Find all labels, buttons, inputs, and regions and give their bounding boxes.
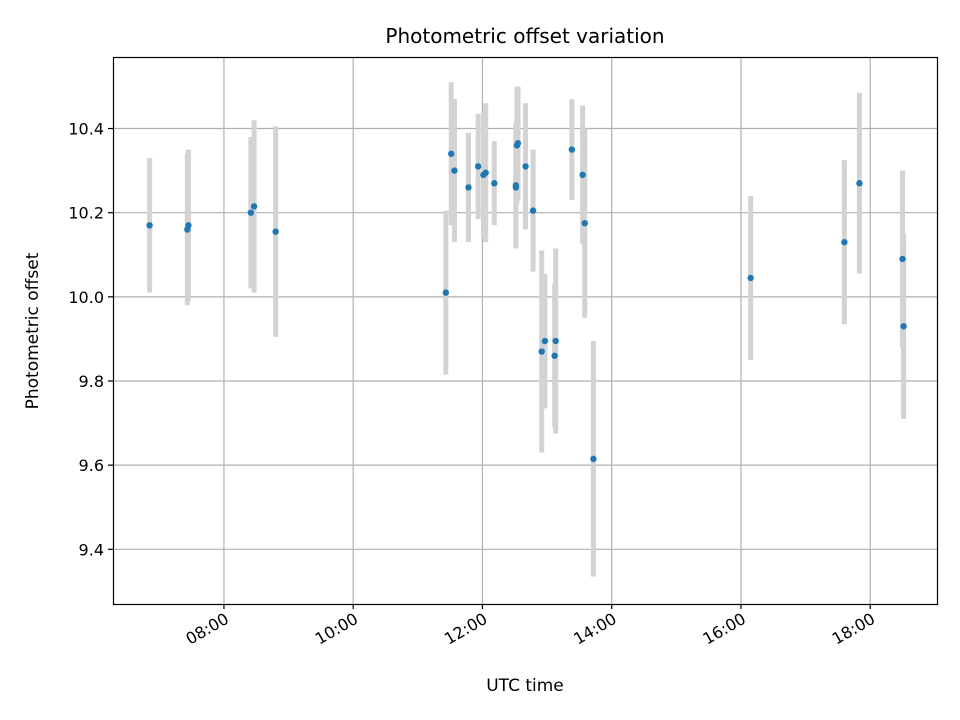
chart-title: Photometric offset variation	[385, 24, 664, 48]
y-tick-label: 10.4	[68, 120, 104, 139]
data-point	[541, 337, 549, 345]
y-axis-title: Photometric offset	[23, 252, 43, 409]
data-point	[856, 180, 863, 187]
data-point	[514, 140, 522, 147]
data-point	[900, 323, 907, 330]
y-tick-label: 9.8	[79, 372, 104, 391]
data-point	[247, 209, 255, 216]
data-point	[522, 163, 529, 170]
data-point	[747, 274, 754, 282]
y-tick-label: 9.6	[79, 456, 104, 475]
data-point	[272, 228, 279, 235]
data-point	[448, 150, 455, 157]
y-tick-layer: 9.4 9.6 9.8 10.0 10.2 10.4	[68, 120, 113, 559]
data-point	[552, 337, 559, 345]
data-point	[491, 180, 498, 187]
data-point	[250, 203, 258, 210]
data-point	[581, 220, 588, 227]
plot-frame	[112, 56, 939, 606]
data-point	[579, 171, 586, 179]
data-point	[451, 167, 458, 174]
data-point	[512, 182, 520, 189]
data-point	[482, 169, 489, 176]
data-point	[146, 222, 153, 229]
data-point	[465, 184, 472, 191]
point-layer	[146, 140, 907, 463]
data-point	[442, 289, 450, 296]
data-point	[538, 348, 545, 355]
data-point	[899, 255, 906, 263]
x-axis-title: UTC time	[486, 676, 564, 696]
data-point	[568, 146, 576, 153]
y-tick-label: 9.4	[79, 540, 104, 559]
y-tick-label: 10.0	[68, 288, 104, 307]
data-point	[474, 163, 482, 170]
data-point	[551, 352, 558, 359]
data-point	[529, 207, 537, 214]
y-tick-label: 10.2	[68, 204, 104, 223]
data-point	[185, 222, 192, 229]
data-point	[841, 238, 848, 246]
data-point	[590, 455, 597, 463]
